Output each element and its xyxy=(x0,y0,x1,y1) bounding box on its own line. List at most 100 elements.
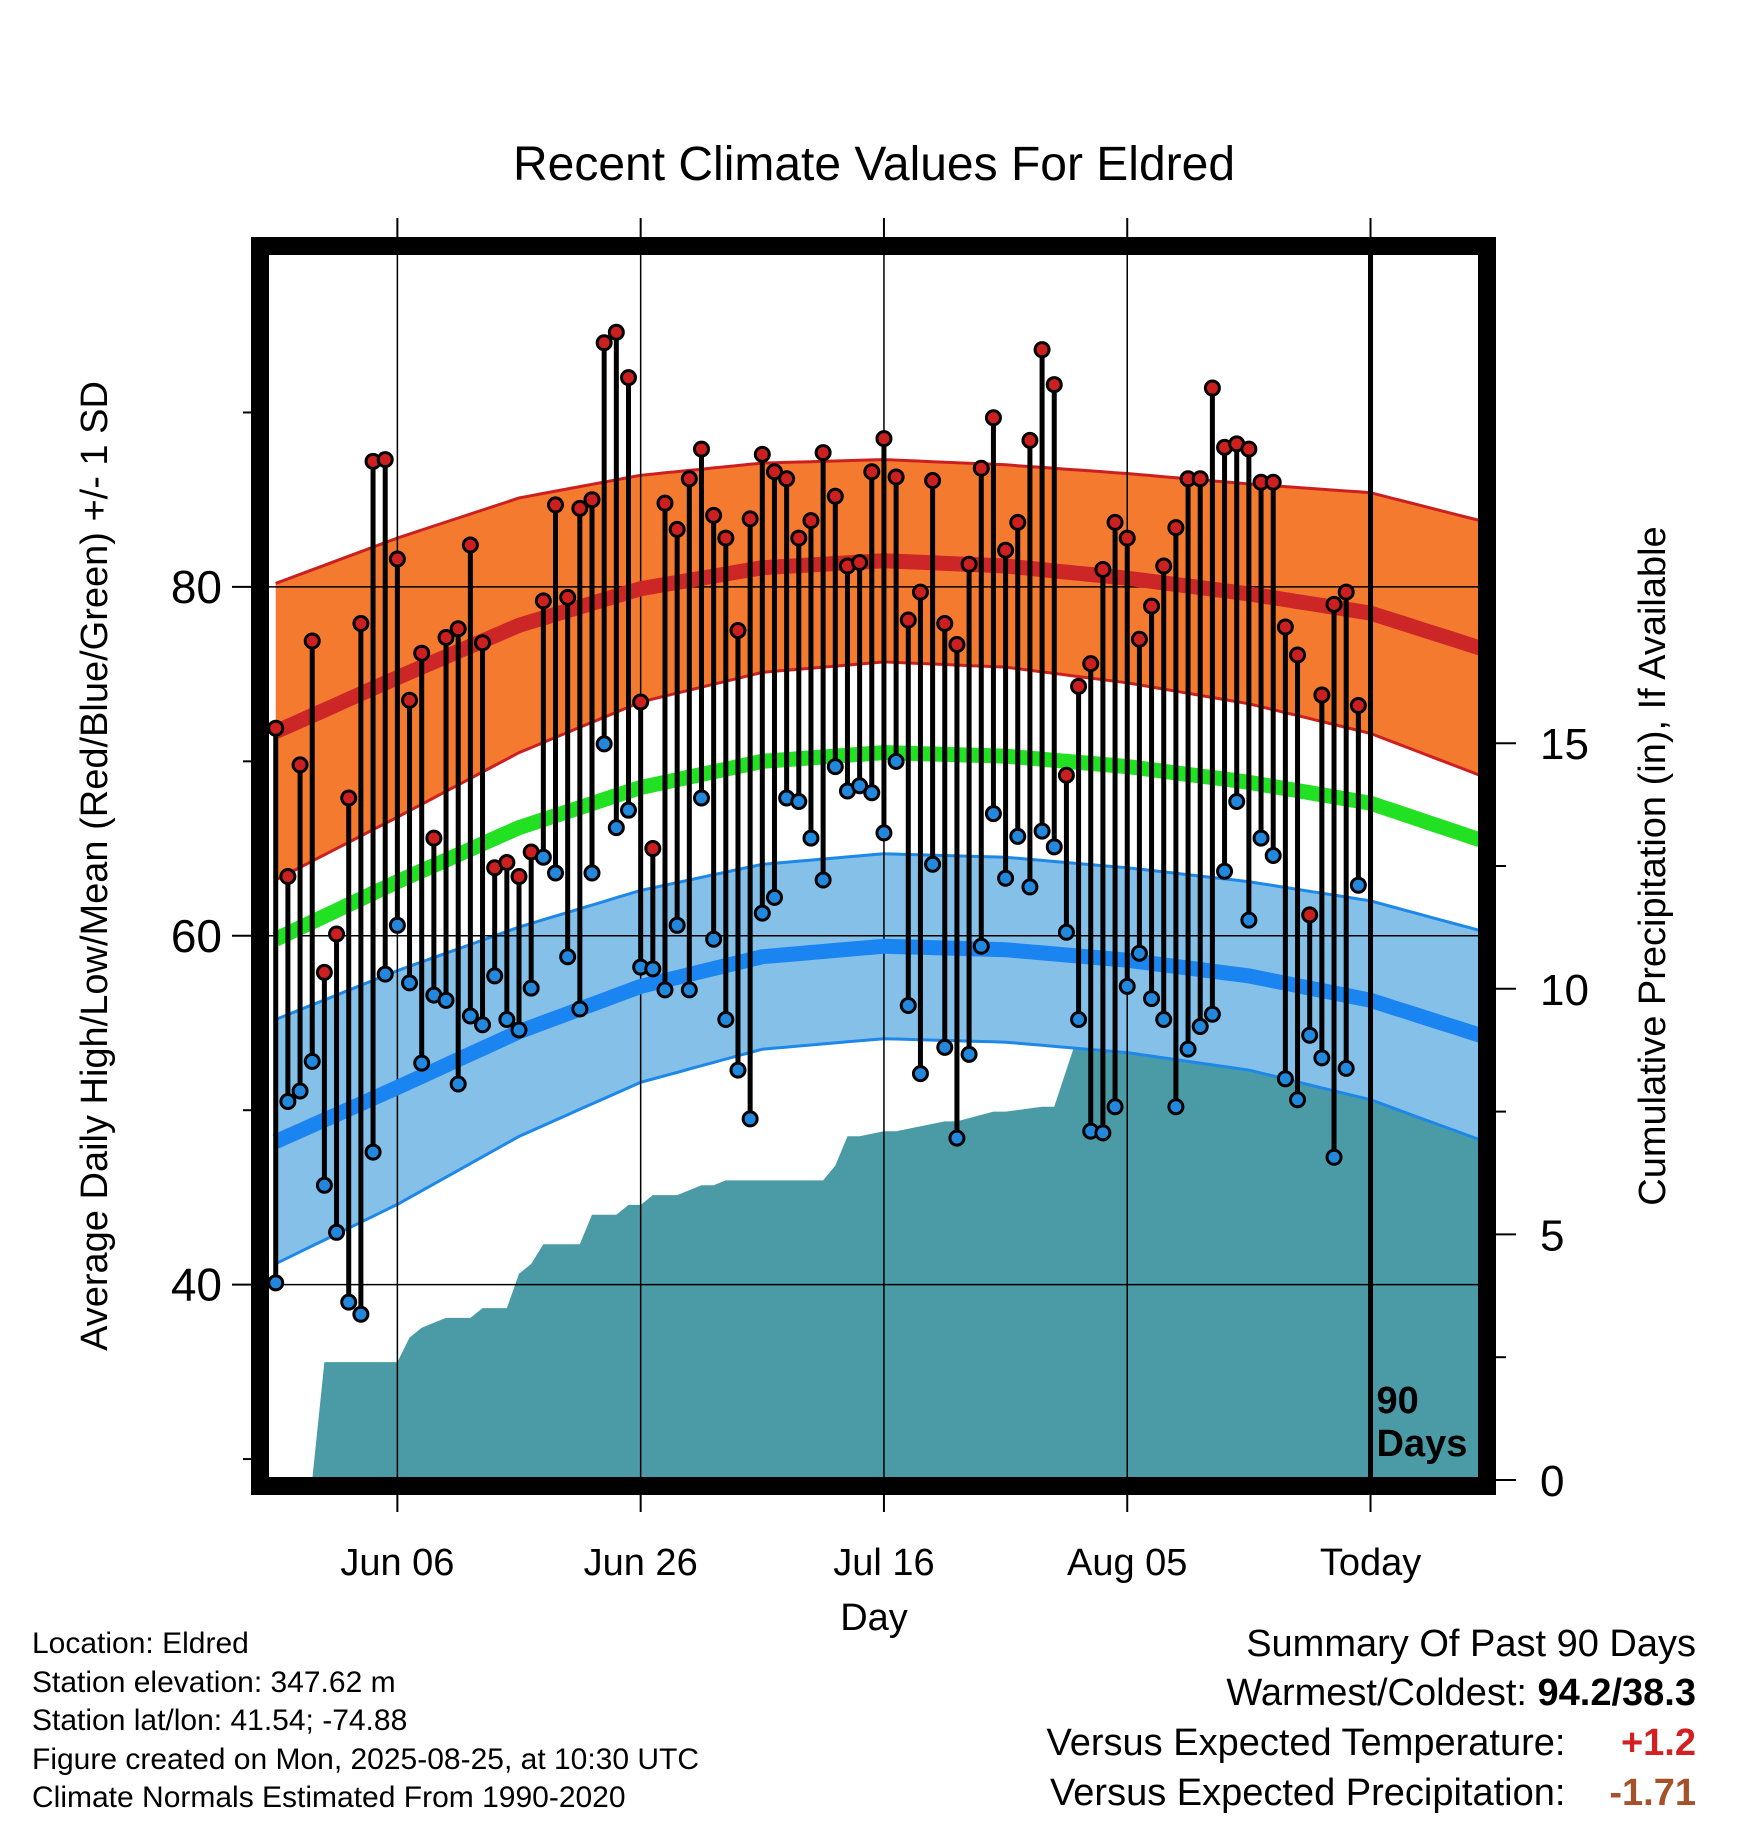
precip-row: Versus Expected Precipitation: -1.71 xyxy=(1047,1768,1696,1818)
high-point xyxy=(851,553,869,571)
y-axis-label: Average Daily High/Low/Mean (Red/Blue/Gr… xyxy=(74,381,116,1351)
high-point xyxy=(1191,470,1209,488)
high-point xyxy=(924,472,942,490)
low-point xyxy=(1130,944,1148,962)
low-point xyxy=(571,1000,589,1018)
low-point xyxy=(1179,1040,1197,1058)
high-point xyxy=(607,323,625,341)
low-point xyxy=(1264,847,1282,865)
high-point xyxy=(1240,440,1258,458)
y2-axis-label: Cumulative Precipitation (in), If Availa… xyxy=(1632,526,1674,1205)
low-point xyxy=(717,1011,735,1028)
low-point xyxy=(1240,911,1258,929)
low-point xyxy=(851,777,869,795)
low-point xyxy=(1021,878,1039,896)
low-point xyxy=(984,805,1002,823)
x-tick-label: Jul 16 xyxy=(833,1542,934,1584)
low-point xyxy=(765,888,783,906)
low-point xyxy=(875,824,893,842)
low-sd-band xyxy=(275,853,1480,1264)
high-point xyxy=(899,611,917,629)
low-upper-edge xyxy=(275,852,1480,1021)
low-point xyxy=(1070,1011,1088,1028)
low-point xyxy=(1155,1011,1173,1028)
low-point xyxy=(413,1054,431,1072)
low-point xyxy=(595,735,613,753)
high-point xyxy=(717,529,735,547)
low-point xyxy=(583,864,601,882)
low-point xyxy=(449,1075,467,1093)
low-point xyxy=(364,1143,382,1161)
low-point xyxy=(997,869,1015,887)
low-point xyxy=(352,1305,370,1323)
low-point xyxy=(1167,1098,1185,1116)
low-point xyxy=(303,1052,321,1070)
low-point xyxy=(753,904,771,922)
high-point xyxy=(1203,379,1221,397)
high-point xyxy=(984,409,1002,427)
temp-value: +1.2 xyxy=(1620,1722,1696,1764)
low-point xyxy=(1106,1098,1124,1116)
high-point xyxy=(352,615,370,633)
low-point xyxy=(729,1061,747,1079)
plot-area xyxy=(266,252,1480,1480)
low-point xyxy=(1276,1070,1294,1088)
high-point xyxy=(778,470,796,488)
low-point xyxy=(1325,1148,1343,1166)
high-point xyxy=(1094,560,1112,578)
high-point xyxy=(547,496,565,514)
high-point xyxy=(1106,513,1124,531)
low-point xyxy=(1118,977,1136,995)
low-point xyxy=(924,855,942,873)
high-point xyxy=(1033,341,1051,359)
high-point xyxy=(705,506,723,524)
low-point xyxy=(461,1007,479,1025)
low-point xyxy=(607,819,625,837)
low-point xyxy=(863,784,881,802)
x-tick-label: Aug 05 xyxy=(1067,1542,1187,1584)
y2-tick-label: 15 xyxy=(1540,720,1589,769)
high-point xyxy=(1349,697,1367,715)
low-point xyxy=(498,1011,516,1028)
low-point xyxy=(619,801,637,819)
low-point xyxy=(401,974,419,992)
warm-cold-row: Warmest/Coldest: 94.2/38.3 xyxy=(1047,1668,1696,1718)
low-point xyxy=(1094,1124,1112,1142)
low-point xyxy=(705,930,723,948)
high-point xyxy=(1130,630,1148,648)
high-lower-edge xyxy=(275,660,1480,882)
low-point xyxy=(948,1129,966,1147)
x-tick-label: Jun 06 xyxy=(340,1542,454,1584)
low-point xyxy=(267,1274,285,1292)
high-point xyxy=(753,445,771,463)
chart-title: Recent Climate Values For Eldred xyxy=(513,138,1235,191)
high-point xyxy=(729,622,747,640)
high-point xyxy=(401,691,419,709)
high-point xyxy=(875,430,893,448)
today-label-line2: Days xyxy=(1377,1423,1468,1465)
x-tick-label: Jun 26 xyxy=(584,1542,698,1584)
low-point xyxy=(802,829,820,847)
low-point xyxy=(887,752,905,770)
high-point xyxy=(583,491,601,509)
low-point xyxy=(534,848,552,866)
low-point xyxy=(644,960,662,978)
high-point xyxy=(1082,655,1100,673)
high-point xyxy=(449,620,467,638)
low-point xyxy=(936,1038,954,1056)
mean-normal-line xyxy=(272,745,1480,947)
low-point xyxy=(656,981,674,999)
high-point xyxy=(1057,766,1075,784)
high-point xyxy=(388,550,406,568)
low-point xyxy=(437,991,455,1009)
low-point xyxy=(291,1082,309,1100)
temp-row: Versus Expected Temperature: +1.2 xyxy=(1047,1718,1696,1768)
low-point xyxy=(388,916,406,934)
high-point xyxy=(1045,376,1063,394)
high-point xyxy=(668,520,686,538)
high-point xyxy=(510,867,528,885)
low-point xyxy=(1203,1005,1221,1023)
high-point xyxy=(1289,646,1307,664)
low-point xyxy=(547,864,565,882)
high-point xyxy=(790,529,808,547)
